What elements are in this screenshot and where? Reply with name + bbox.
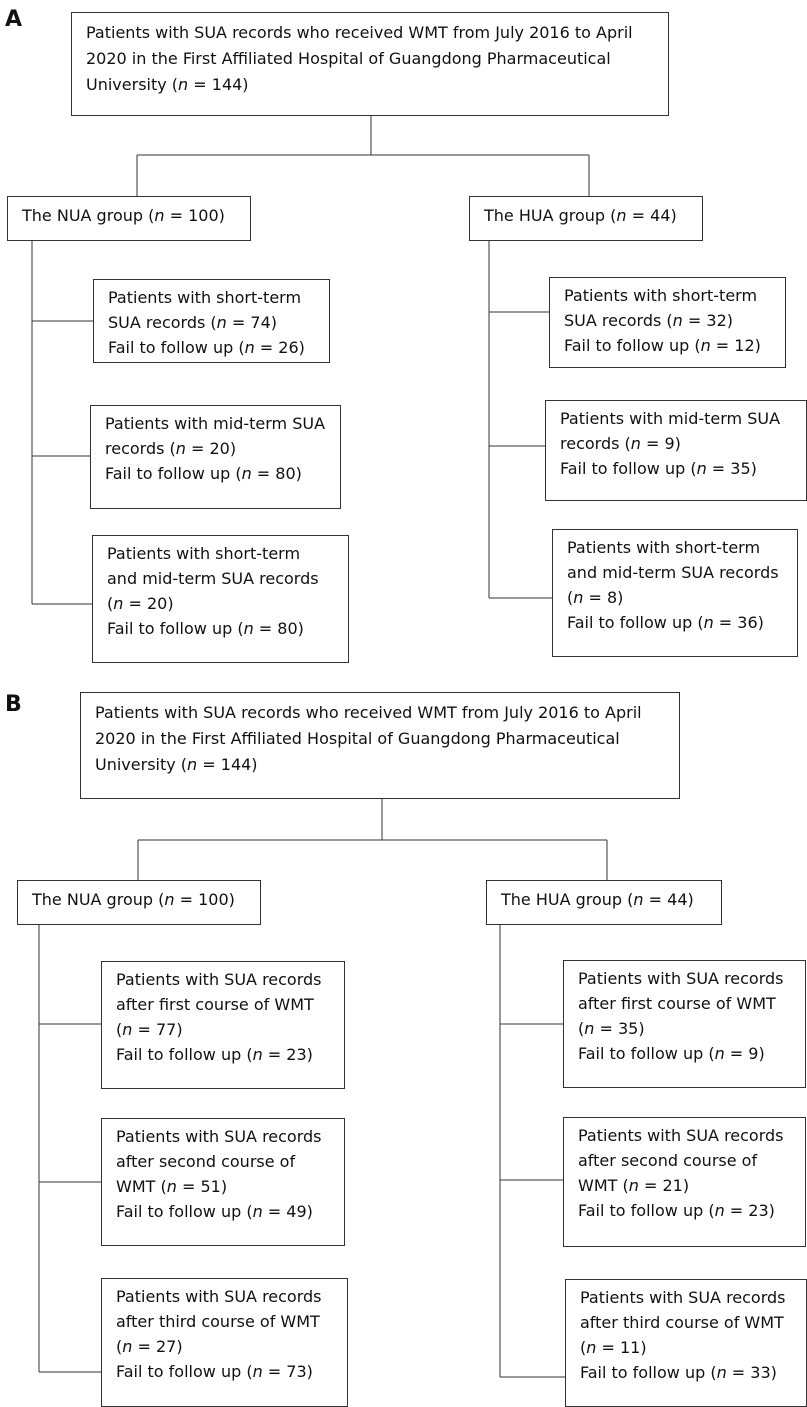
panel-b-hua-child-2-line-1: Patients with SUA records <box>578 1126 784 1145</box>
panel-a-hua-child-2: Patients with mid-term SUA records (n = … <box>545 400 807 501</box>
panel-a-nua-child-1: Patients with short-term SUA records (n … <box>93 279 330 363</box>
panel-b-nua-group-box: The NUA group (n = 100) <box>17 880 261 925</box>
panel-b-hua-group-box: The HUA group (n = 44) <box>486 880 722 925</box>
panel-b-nua-child-3-line-2: after third course of WMT <box>116 1312 320 1331</box>
panel-b-hua-child-3-line-4: Fail to follow up (n = 33) <box>580 1363 777 1382</box>
panel-b-top-box: Patients with SUA records who received W… <box>80 692 680 799</box>
panel-a-hua-group-label: The HUA group (n = 44) <box>484 206 677 225</box>
panel-b-label: B <box>5 692 22 717</box>
panel-b-hua-child-3-line-1: Patients with SUA records <box>580 1288 786 1307</box>
panel-a-hua-child-3-line-1: Patients with short-term <box>567 538 761 557</box>
panel-b-hua-child-2: Patients with SUA records after second c… <box>563 1117 806 1247</box>
panel-b-hua-child-1: Patients with SUA records after first co… <box>563 960 806 1088</box>
panel-a-top-line-1: Patients with SUA records who received W… <box>86 23 633 42</box>
panel-b-hua-child-2-line-4: Fail to follow up (n = 23) <box>578 1201 775 1220</box>
panel-a-hua-group-box: The HUA group (n = 44) <box>469 196 703 241</box>
panel-b-hua-child-1-line-2: after first course of WMT <box>578 994 776 1013</box>
panel-a-hua-child-3-line-4: Fail to follow up (n = 36) <box>567 613 764 632</box>
panel-a-nua-child-2-line-1: Patients with mid-term SUA <box>105 414 326 433</box>
panel-a-nua-child-3-line-1: Patients with short-term <box>107 544 301 563</box>
panel-b-hua-child-1-line-3: (n = 35) <box>578 1019 645 1038</box>
panel-b-nua-group-label: The NUA group (n = 100) <box>32 890 235 909</box>
panel-a-nua-child-3-line-2: and mid-term SUA records <box>107 569 319 588</box>
panel-b-hua-child-3-line-2: after third course of WMT <box>580 1313 784 1332</box>
panel-a-nua-child-1-line-3: Fail to follow up (n = 26) <box>108 338 305 357</box>
panel-a-top-line-2: 2020 in the First Affiliated Hospital of… <box>86 49 611 68</box>
panel-b-nua-child-1-line-2: after first course of WMT <box>116 995 314 1014</box>
panel-b-hua-child-3-line-3: (n = 11) <box>580 1338 647 1357</box>
panel-b-hua-child-1-line-4: Fail to follow up (n = 9) <box>578 1044 765 1063</box>
panel-a-nua-child-2: Patients with mid-term SUA records (n = … <box>90 405 341 509</box>
panel-b-nua-child-3-line-1: Patients with SUA records <box>116 1287 322 1306</box>
panel-a-hua-child-3-line-2: and mid-term SUA records <box>567 563 779 582</box>
panel-a-hua-child-1: Patients with short-term SUA records (n … <box>549 277 786 368</box>
panel-a-hua-child-1-line-3: Fail to follow up (n = 12) <box>564 336 761 355</box>
panel-b-hua-child-2-line-3: WMT (n = 21) <box>578 1176 690 1195</box>
panel-a-nua-group-box: The NUA group (n = 100) <box>7 196 251 241</box>
panel-b-top-line-1: Patients with SUA records who received W… <box>95 703 642 722</box>
panel-a-hua-child-1-line-1: Patients with short-term <box>564 286 758 305</box>
panel-a-hua-child-2-line-2: records (n = 9) <box>560 434 681 453</box>
panel-a-hua-child-2-line-3: Fail to follow up (n = 35) <box>560 459 757 478</box>
panel-b-nua-child-2-line-1: Patients with SUA records <box>116 1127 322 1146</box>
panel-b-nua-child-2: Patients with SUA records after second c… <box>101 1118 345 1246</box>
panel-a-label: A <box>5 7 23 32</box>
panel-a-hua-child-3: Patients with short-term and mid-term SU… <box>552 529 798 657</box>
panel-a-hua-child-1-line-2: SUA records (n = 32) <box>564 311 733 330</box>
panel-b-nua-child-3-line-3: (n = 27) <box>116 1337 183 1356</box>
panel-a-nua-child-1-line-1: Patients with short-term <box>108 288 302 307</box>
panel-b-nua-child-2-line-3: WMT (n = 51) <box>116 1177 228 1196</box>
panel-b-nua-child-1-line-3: (n = 77) <box>116 1020 183 1039</box>
panel-b-hua-group-label: The HUA group (n = 44) <box>501 890 694 909</box>
panel-a-top-box: Patients with SUA records who received W… <box>71 12 669 116</box>
panel-a-nua-child-2-line-3: Fail to follow up (n = 80) <box>105 464 302 483</box>
panel-b-hua-child-2-line-2: after second course of <box>578 1151 758 1170</box>
panel-a-nua-child-2-line-2: records (n = 20) <box>105 439 237 458</box>
panel-b-top-line-3: University (n = 144) <box>95 755 258 774</box>
panel-b-nua-child-1-line-1: Patients with SUA records <box>116 970 322 989</box>
panel-b-hua-child-3: Patients with SUA records after third co… <box>565 1279 807 1407</box>
panel-b-nua-child-2-line-4: Fail to follow up (n = 49) <box>116 1202 313 1221</box>
panel-a-nua-child-3-line-4: Fail to follow up (n = 80) <box>107 619 304 638</box>
panel-a-nua-child-3: Patients with short-term and mid-term SU… <box>92 535 349 663</box>
panel-b-hua-child-1-line-1: Patients with SUA records <box>578 969 784 988</box>
panel-a-nua-child-3-line-3: (n = 20) <box>107 594 174 613</box>
panel-b-nua-child-1: Patients with SUA records after first co… <box>101 961 345 1089</box>
panel-b-nua-child-3-line-4: Fail to follow up (n = 73) <box>116 1362 313 1381</box>
panel-b-nua-child-3: Patients with SUA records after third co… <box>101 1278 348 1407</box>
panel-b-nua-child-2-line-2: after second course of <box>116 1152 296 1171</box>
panel-b-nua-child-1-line-4: Fail to follow up (n = 23) <box>116 1045 313 1064</box>
panel-b-top-line-2: 2020 in the First Affiliated Hospital of… <box>95 729 620 748</box>
panel-a-top-line-3: University (n = 144) <box>86 75 249 94</box>
panel-a-hua-child-3-line-3: (n = 8) <box>567 588 624 607</box>
panel-a-nua-child-1-line-2: SUA records (n = 74) <box>108 313 277 332</box>
panel-a-hua-child-2-line-1: Patients with mid-term SUA <box>560 409 781 428</box>
panel-a-nua-group-label: The NUA group (n = 100) <box>22 206 225 225</box>
